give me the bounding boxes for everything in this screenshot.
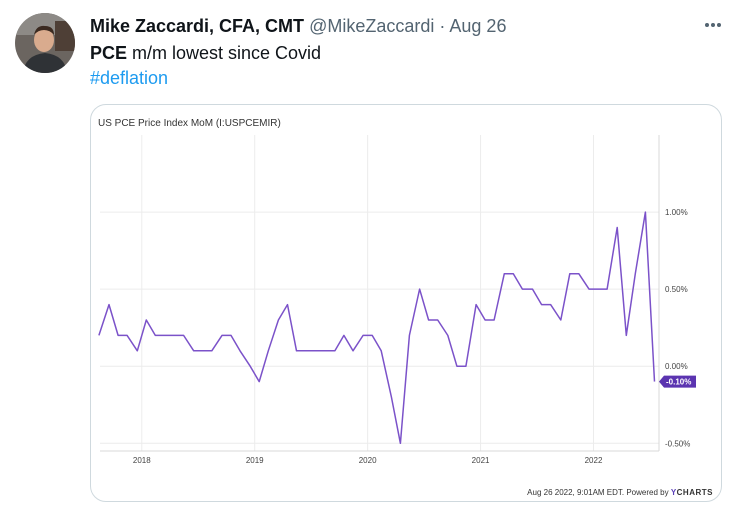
author-handle[interactable]: @MikeZaccardi (309, 16, 435, 36)
footer-timestamp: Aug 26 2022, 9:01AM EDT. Powered by (527, 488, 671, 497)
hashtag-link[interactable]: #deflation (90, 68, 169, 88)
avatar-photo (15, 13, 75, 73)
tweet-text: PCE m/m lowest since Covid (90, 41, 321, 65)
x-tick-label: 2018 (133, 456, 151, 465)
ycharts-logo: YCHARTS (671, 488, 713, 497)
chart-grid (100, 135, 660, 452)
chart-svg: 1.00%0.50%0.00%-0.50% 2018 2019 2020 2021 20… (98, 135, 696, 465)
tweet-date[interactable]: Aug 26 (449, 16, 507, 36)
y-tick-label: 0.00% (665, 362, 688, 371)
x-tick-label: 2022 (585, 456, 603, 465)
more-icon (705, 23, 721, 27)
tweet-header: Mike Zaccardi, CFA, CMT @MikeZaccardi · … (90, 14, 728, 38)
last-value-label: -0.10% (659, 375, 696, 388)
ycharts-logo-y: Y (670, 488, 677, 497)
x-tick-label: 2021 (472, 456, 490, 465)
ycharts-logo-text: CHARTS (676, 488, 713, 497)
x-tick-label: 2020 (359, 456, 377, 465)
tweet-text-bold: PCE (90, 43, 128, 63)
chart-image-card[interactable]: 1.00% 0.50% 0.00% -0.50% 2018 2019 2020 2021 20… (90, 104, 722, 502)
y-tick-label: 1.00% (665, 208, 688, 217)
author-name[interactable]: Mike Zaccardi, CFA, CMT (90, 16, 305, 36)
series-line (98, 211, 656, 445)
tweet-text-body: m/m lowest since Covid (127, 43, 322, 63)
last-value-label-text: -0.10% (666, 378, 691, 387)
last-value-label-bg (659, 375, 696, 388)
y-axis: 1.00% 0.50% 0.00% -0.50% (665, 208, 690, 448)
y-tick-label: -0.50% (665, 439, 690, 448)
y-tick-label: 0.50% (665, 285, 688, 294)
separator-dot: · (439, 16, 446, 36)
chart-footer: Aug 26 2022, 9:01AM EDT. Powered by YCHA… (527, 488, 713, 497)
more-options-button[interactable] (702, 14, 724, 42)
avatar[interactable] (15, 13, 75, 73)
chart-title: US PCE Price Index MoM (I:USPCEMIR) (98, 118, 281, 129)
x-axis: 2018 2019 2020 2021 2022 (133, 456, 603, 465)
x-tick-label: 2019 (246, 456, 264, 465)
